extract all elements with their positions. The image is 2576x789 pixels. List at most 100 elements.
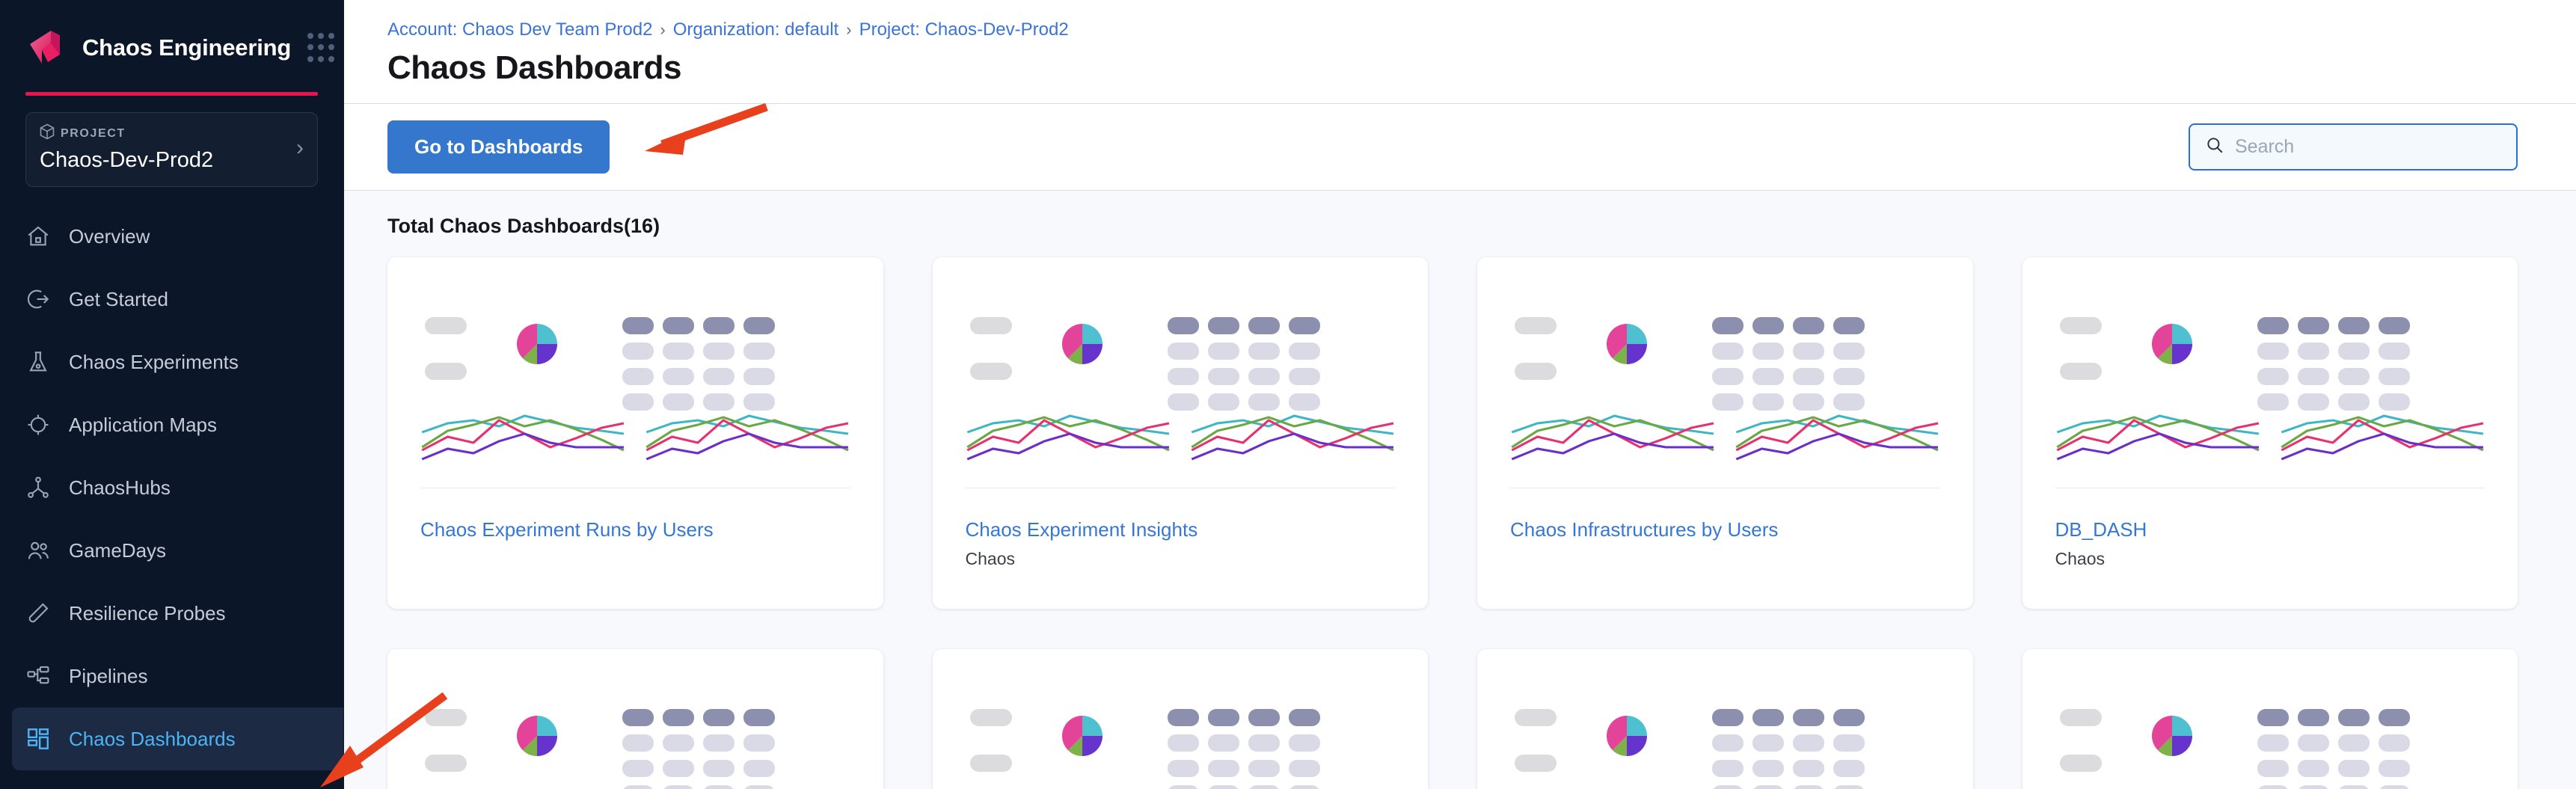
project-label: PROJECT (61, 126, 126, 140)
total-dashboards-heading: Total Chaos Dashboards(16) (387, 215, 660, 237)
placeholder-pill (969, 755, 1012, 772)
sidebar-item-label: Get Started (69, 287, 168, 310)
sparkline-chart (1735, 414, 1939, 461)
toolbar: Go to Dashboards (344, 104, 2576, 191)
dashboard-card-title[interactable]: Chaos Infrastructures by Users (1510, 518, 1779, 541)
dashboards-content: Total Chaos Dashboards(16) (344, 191, 2576, 789)
sparkline-chart (2055, 414, 2260, 461)
dashboard-card[interactable] (387, 649, 883, 789)
sidebar-item-label: Application Maps (69, 413, 217, 436)
search-box[interactable] (2189, 123, 2518, 171)
cube-icon (40, 123, 55, 144)
sidebar-item-resilience-probes[interactable]: Resilience Probes (0, 582, 343, 645)
dashboard-card[interactable] (932, 649, 1428, 789)
thumbnail-table-grid (2257, 709, 2410, 789)
breadcrumb-account[interactable]: Account: Chaos Dev Team Prod2 (387, 19, 653, 40)
hub-icon (25, 475, 58, 500)
harness-logo-icon (25, 25, 72, 71)
dashboard-thumbnail (2055, 278, 2485, 482)
sidebar-item-label: Pipelines (69, 664, 148, 687)
pie-chart-icon (2151, 324, 2192, 364)
dashboard-thumbnail (1510, 278, 1940, 482)
sidebar-item-get-started[interactable]: Get Started (0, 268, 343, 331)
breadcrumb: Account: Chaos Dev Team Prod2 › Organiza… (387, 19, 2576, 40)
dashboard-card-subtitle: Chaos (965, 549, 1015, 568)
target-icon (25, 412, 58, 438)
sidebar-item-chaoshubs[interactable]: ChaosHubs (0, 456, 343, 519)
dashboard-card[interactable] (2022, 649, 2518, 789)
thumbnail-pill-column (425, 317, 515, 380)
thumbnail-table-grid (1712, 709, 1865, 789)
sparkline-chart (421, 414, 625, 461)
sparkline-chart (2281, 414, 2484, 461)
sidebar-item-label: Resilience Probes (69, 601, 226, 624)
placeholder-pill (425, 317, 467, 334)
thumbnail-sparklines (966, 401, 1396, 468)
thumbnail-table-grid (1167, 709, 1320, 789)
thumbnail-pill-column (2059, 709, 2150, 772)
dashboard-card[interactable]: Chaos Experiment Insights Chaos (932, 257, 1428, 609)
dashboard-card-title[interactable]: DB_DASH (2055, 518, 2147, 541)
thumbnail-sparklines (420, 401, 850, 468)
placeholder-pill (425, 709, 467, 726)
flask-icon (25, 349, 58, 375)
thumbnail-widgets-row (2055, 317, 2485, 411)
thumbnail-widgets-row (2055, 709, 2485, 789)
brand-header: Chaos Engineering (0, 0, 343, 96)
thumbnail-widgets-row (420, 317, 850, 411)
home-icon (25, 224, 58, 249)
thumbnail-table-grid (1712, 317, 1865, 411)
thumbnail-pill-column (425, 709, 515, 772)
chevron-right-icon[interactable]: › (296, 135, 304, 160)
placeholder-pill (1515, 755, 1557, 772)
dashboard-card[interactable]: Chaos Experiment Runs by Users (387, 257, 883, 609)
dashboard-card-subtitle: Chaos (2055, 549, 2105, 568)
dashboard-card[interactable]: DB_DASH Chaos (2022, 257, 2518, 609)
sidebar-item-label: GameDays (69, 538, 167, 562)
thumbnail-table-grid (622, 317, 775, 411)
sidebar-item-application-maps[interactable]: Application Maps (0, 393, 343, 456)
apps-grid-icon[interactable] (307, 33, 335, 63)
thumbnail-pill-column (969, 709, 1060, 772)
thumbnail-pill-column (1515, 317, 1604, 380)
brand-accent-underline (25, 92, 318, 96)
sidebar-item-overview[interactable]: Overview (0, 205, 343, 268)
breadcrumb-organization[interactable]: Organization: default (672, 19, 839, 40)
pie-chart-icon (1061, 716, 1103, 756)
dashboard-thumbnail (1510, 670, 1940, 789)
thumbnail-table-grid (622, 709, 775, 789)
sidebar-item-label: Chaos Dashboards (69, 727, 236, 750)
dashboard-card-title[interactable]: Chaos Experiment Runs by Users (420, 518, 714, 541)
search-icon (2205, 135, 2224, 159)
search-input[interactable] (2235, 136, 2501, 158)
breadcrumb-project[interactable]: Project: Chaos-Dev-Prod2 (859, 19, 1069, 40)
placeholder-pill (1515, 317, 1557, 334)
placeholder-pill (425, 363, 467, 380)
sidebar-item-chaos-dashboards[interactable]: Chaos Dashboards (12, 707, 343, 770)
dashboard-card[interactable] (1477, 649, 1973, 789)
dashboard-card-title[interactable]: Chaos Experiment Insights (965, 518, 1198, 541)
project-label-row: PROJECT (40, 123, 290, 144)
sparkline-chart (966, 414, 1170, 461)
sidebar-item-label: Chaos Experiments (69, 350, 239, 373)
dashboard-thumbnail (2055, 670, 2485, 789)
project-selector[interactable]: PROJECT Chaos-Dev-Prod2 › (25, 112, 318, 187)
thumbnail-widgets-row (966, 709, 1396, 789)
thumbnail-table-grid (2257, 317, 2410, 411)
thumbnail-pill-column (2059, 317, 2150, 380)
project-selector-text: PROJECT Chaos-Dev-Prod2 (40, 123, 290, 173)
sidebar-item-chaos-experiments[interactable]: Chaos Experiments (0, 331, 343, 393)
sidebar-item-gamedays[interactable]: GameDays (0, 519, 343, 582)
pie-chart-icon (516, 716, 557, 756)
sidebar-item-pipelines[interactable]: Pipelines (0, 645, 343, 707)
placeholder-pill (1515, 709, 1557, 726)
page-header: Account: Chaos Dev Team Prod2 › Organiza… (344, 0, 2576, 104)
thumbnail-pill-column (1515, 709, 1604, 772)
dashboard-card-grid: Chaos Experiment Runs by Users (387, 257, 2518, 789)
sparkline-chart (1511, 414, 1714, 461)
go-to-dashboards-button[interactable]: Go to Dashboards (387, 120, 610, 174)
dashboard-thumbnail (966, 278, 1396, 482)
chevron-right-icon: › (846, 20, 852, 39)
dashboard-card[interactable]: Chaos Infrastructures by Users (1477, 257, 1973, 609)
thumbnail-table-grid (1167, 317, 1320, 411)
